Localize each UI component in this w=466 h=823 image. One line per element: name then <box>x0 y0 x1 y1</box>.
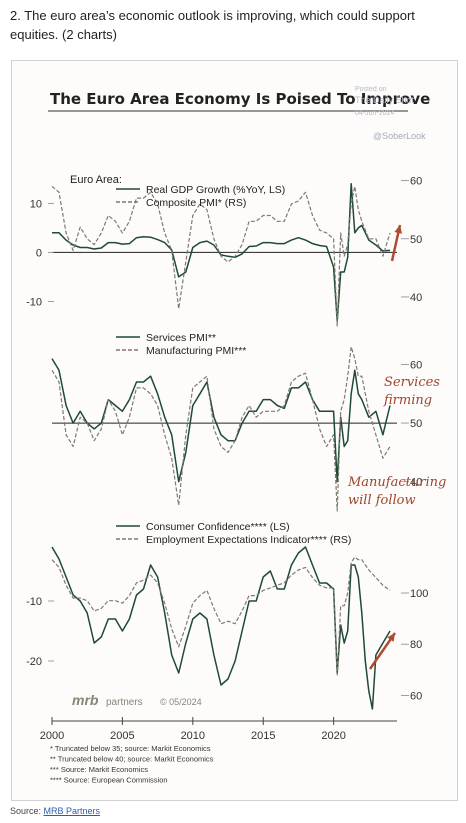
annotation-manufacturing: Manufacturing <box>347 475 446 490</box>
annotation-services: Services <box>384 375 440 390</box>
legend-entry: Employment Expectations Indicator**** (R… <box>146 534 351 546</box>
right-tick-label: 80 <box>410 639 422 651</box>
chart-card: The Euro Area Economy Is Poised To Impro… <box>11 60 458 801</box>
footnote: * Truncated below 35; source: Markit Eco… <box>50 744 211 753</box>
chart-figure: The Euro Area Economy Is Poised To Impro… <box>26 86 446 785</box>
x-tick-label: 2020 <box>321 730 345 742</box>
series-line-dashed <box>51 556 391 676</box>
right-tick-label: 40 <box>410 477 422 489</box>
source-line: Source: MRB Partners <box>10 806 100 816</box>
right-tick-label: 50 <box>410 418 422 430</box>
footnote: *** Source: Markit Economics <box>50 765 148 774</box>
left-tick-label: -10 <box>26 596 42 608</box>
legend-entry: Manufacturing PMI*** <box>146 345 246 357</box>
legend-entry: Services PMI** <box>146 332 216 344</box>
up-arrow-head <box>387 633 395 642</box>
left-tick-label: -10 <box>26 296 42 308</box>
right-tick-label: 60 <box>410 690 422 702</box>
annotation-services: firming <box>383 393 432 408</box>
right-tick-label: 60 <box>410 176 422 188</box>
right-tick-label: 100 <box>410 588 428 600</box>
watermark-publisher: The Daily Shot <box>355 95 415 105</box>
x-tick-label: 2005 <box>110 730 134 742</box>
annotation-manufacturing: will follow <box>348 493 416 508</box>
legend-entry: Consumer Confidence**** (LS) <box>146 521 290 533</box>
legend-entry: Real GDP Growth (%YoY, LS) <box>146 184 285 196</box>
series-line-solid <box>52 182 391 322</box>
footnote: ** Truncated below 40; source: Markit Ec… <box>50 755 214 764</box>
x-tick-label: 2000 <box>40 730 64 742</box>
logo-brand-rest: partners <box>106 697 143 708</box>
x-tick-label: 2010 <box>181 730 205 742</box>
left-tick-label: -20 <box>26 656 42 668</box>
right-tick-label: 60 <box>410 359 422 371</box>
watermark-posted-on: Posted on <box>355 86 387 93</box>
legend-entry: Composite PMI* (RS) <box>146 197 246 209</box>
footnote: **** Source: European Commission <box>50 776 168 785</box>
source-label: Source: <box>10 806 44 816</box>
x-tick-label: 2015 <box>251 730 275 742</box>
logo-brand: mrb <box>72 692 99 708</box>
panel-label: Euro Area: <box>70 174 122 186</box>
right-tick-label: 50 <box>410 234 422 246</box>
source-link[interactable]: MRB Partners <box>43 806 101 816</box>
up-arrow-head <box>394 225 403 234</box>
figure-title: The Euro Area Economy Is Poised To Impro… <box>50 90 430 108</box>
left-tick-label: 0 <box>36 247 42 259</box>
series-line-dashed <box>51 185 391 327</box>
left-tick-label: 10 <box>30 198 42 210</box>
watermark-handle: @SoberLook <box>373 131 426 141</box>
right-tick-label: 40 <box>410 292 422 304</box>
intro-text: 2. The euro area’s economic outlook is i… <box>10 8 415 42</box>
logo-copyright: © 05/2024 <box>160 697 202 707</box>
watermark-date: 04-Jun-2024 <box>355 110 394 117</box>
series-line-dashed <box>51 346 391 512</box>
